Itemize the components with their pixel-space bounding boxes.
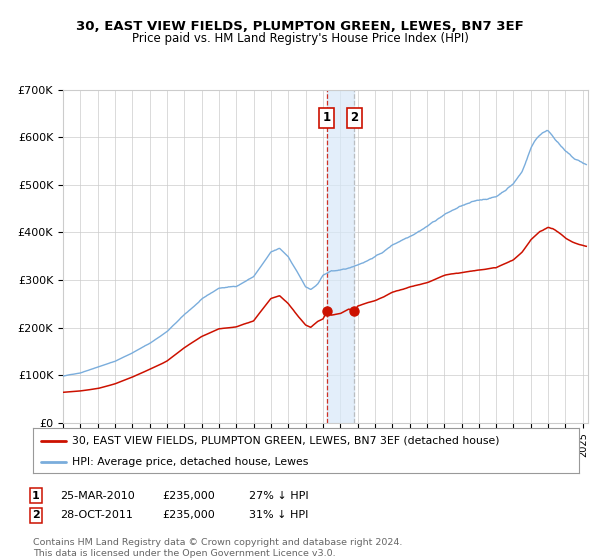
Text: 30, EAST VIEW FIELDS, PLUMPTON GREEN, LEWES, BN7 3EF (detached house): 30, EAST VIEW FIELDS, PLUMPTON GREEN, LE… — [73, 436, 500, 446]
Text: 2: 2 — [350, 111, 358, 124]
Text: 31% ↓ HPI: 31% ↓ HPI — [249, 510, 308, 520]
Text: Price paid vs. HM Land Registry's House Price Index (HPI): Price paid vs. HM Land Registry's House … — [131, 32, 469, 45]
Text: 27% ↓ HPI: 27% ↓ HPI — [249, 491, 308, 501]
Text: HPI: Average price, detached house, Lewes: HPI: Average price, detached house, Lewe… — [73, 457, 308, 467]
Text: 1: 1 — [323, 111, 331, 124]
Text: 28-OCT-2011: 28-OCT-2011 — [60, 510, 133, 520]
Bar — [327, 90, 355, 423]
Text: £235,000: £235,000 — [162, 510, 215, 520]
Text: Contains HM Land Registry data © Crown copyright and database right 2024.
This d: Contains HM Land Registry data © Crown c… — [33, 538, 403, 558]
Text: 2: 2 — [32, 510, 40, 520]
Text: 25-MAR-2010: 25-MAR-2010 — [60, 491, 135, 501]
Text: 1: 1 — [32, 491, 40, 501]
Text: 30, EAST VIEW FIELDS, PLUMPTON GREEN, LEWES, BN7 3EF: 30, EAST VIEW FIELDS, PLUMPTON GREEN, LE… — [76, 20, 524, 32]
Text: £235,000: £235,000 — [162, 491, 215, 501]
